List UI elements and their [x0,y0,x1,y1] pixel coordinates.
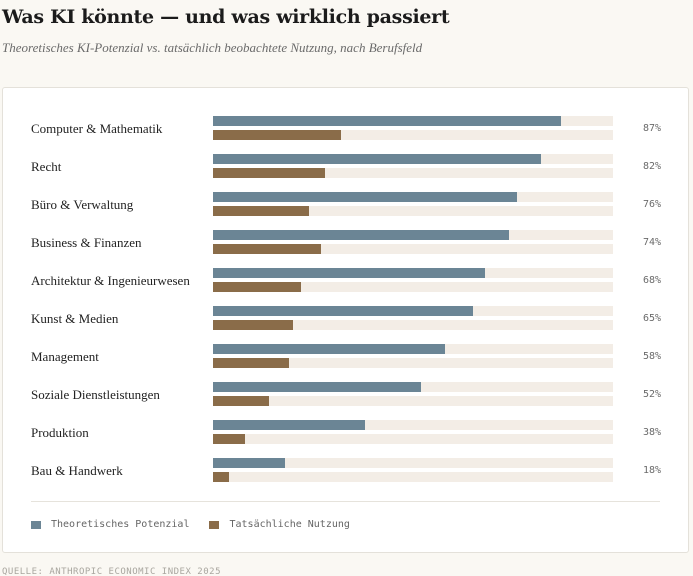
potential-bar-track [213,306,613,316]
category-label: Business & Finanzen [31,235,142,250]
bar-row: Computer & Mathematik 87% [3,115,688,153]
potential-bar-track [213,116,613,126]
chart-subtitle: Theoretisches KI-Potenzial vs. tatsächli… [2,40,423,55]
source-note: QUELLE: ANTHROPIC ECONOMIC INDEX 2025 [2,567,221,576]
legend-label-actual: Tatsächliche Nutzung [229,519,350,530]
potential-bar [213,268,485,278]
potential-bar [213,306,473,316]
potential-bar-track [213,268,613,278]
category-label: Produktion [31,425,89,440]
potential-bar [213,458,285,468]
potential-bar-track [213,344,613,354]
actual-bar-track [213,320,613,330]
category-label: Architektur & Ingenieurwesen [31,273,190,288]
legend-swatch-actual [209,520,220,529]
legend-item-potential: Theoretisches Potenzial [31,519,189,530]
actual-bar [213,206,309,216]
potential-bar [213,154,541,164]
actual-bar-track [213,358,613,368]
bar-row: Bau & Handwerk 18% [3,457,688,495]
actual-bar [213,168,325,178]
actual-bar-track [213,396,613,406]
potential-bar-track [213,458,613,468]
potential-bar [213,116,561,126]
potential-bar [213,382,421,392]
actual-bar-track [213,168,613,178]
value-label: 18% [643,465,662,476]
legend-item-actual: Tatsächliche Nutzung [209,519,350,530]
potential-bar [213,230,509,240]
legend-label-potential: Theoretisches Potenzial [51,519,190,530]
actual-bar-track [213,472,613,482]
potential-bar [213,420,365,430]
category-label: Recht [31,159,62,174]
value-label: 68% [643,275,662,286]
value-label: 58% [643,351,662,362]
category-label: Bau & Handwerk [31,463,123,478]
bar-row: Architektur & Ingenieurwesen 68% [3,267,688,305]
value-label: 38% [643,427,662,438]
category-label: Soziale Dienstleistungen [31,387,160,402]
actual-bar [213,320,293,330]
actual-bar [213,282,301,292]
potential-bar-track [213,420,613,430]
actual-bar-track [213,282,613,292]
category-label: Management [31,349,99,364]
value-label: 76% [643,199,662,210]
value-label: 65% [643,313,662,324]
value-label: 52% [643,389,662,400]
legend-divider [31,501,660,502]
legend-swatch-potential [31,520,41,529]
category-label: Computer & Mathematik [31,121,163,136]
actual-bar [213,396,269,406]
chart-legend: Theoretisches Potenzial Tatsächliche Nut… [31,519,370,530]
bar-row: Produktion 38% [3,419,688,457]
category-label: Kunst & Medien [31,311,119,326]
value-label: 87% [643,123,662,134]
potential-bar [213,344,445,354]
bar-row: Kunst & Medien 65% [3,305,688,343]
chart-title: Was KI könnte — und was wirklich passier… [2,6,450,28]
actual-bar-track [213,206,613,216]
category-label: Büro & Verwaltung [31,197,134,212]
bar-row: Management 58% [3,343,688,381]
actual-bar [213,244,321,254]
actual-bar [213,472,229,482]
actual-bar-track [213,434,613,444]
bar-row: Soziale Dienstleistungen 52% [3,381,688,419]
actual-bar-track [213,244,613,254]
potential-bar [213,192,517,202]
potential-bar-track [213,230,613,240]
value-label: 74% [643,237,662,248]
actual-bar-track [213,130,613,140]
actual-bar [213,358,289,368]
potential-bar-track [213,192,613,202]
value-label: 82% [643,161,662,172]
bar-row: Recht 82% [3,153,688,191]
bar-row: Business & Finanzen 74% [3,229,688,267]
chart-card: Computer & Mathematik 87% Recht 82% Büro & V… [2,87,689,553]
potential-bar-track [213,382,613,392]
actual-bar [213,434,245,444]
actual-bar [213,130,341,140]
potential-bar-track [213,154,613,164]
bar-row: Büro & Verwaltung 76% [3,191,688,229]
